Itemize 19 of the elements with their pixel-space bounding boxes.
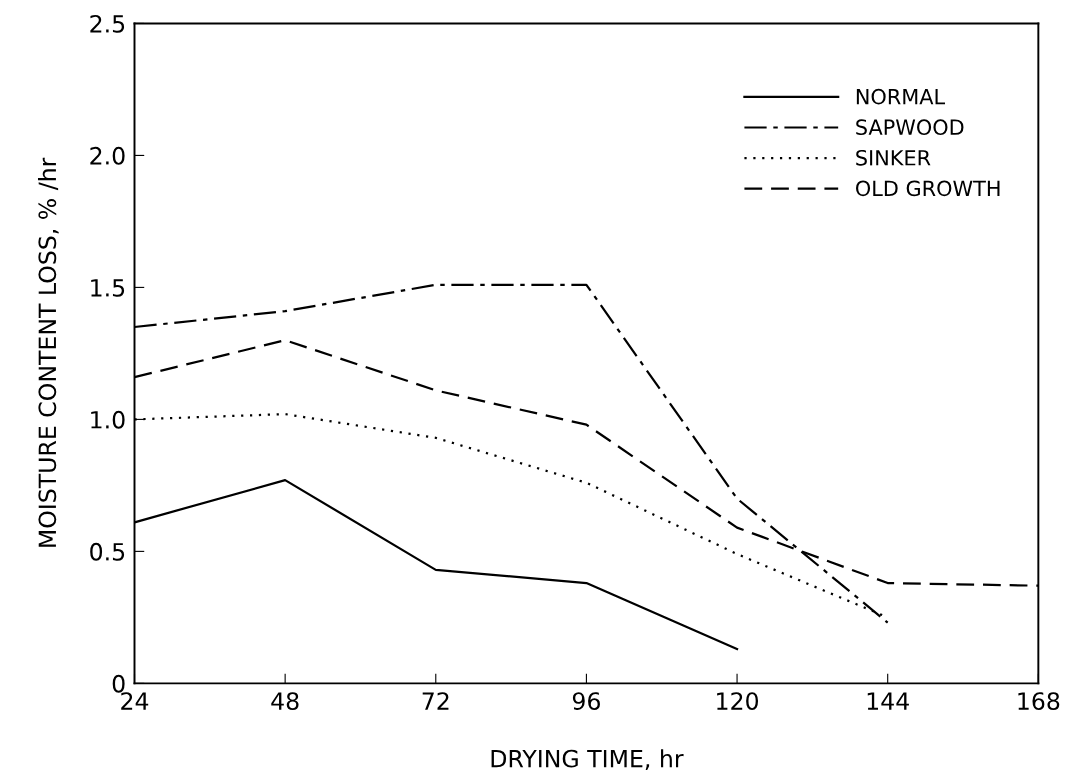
x-axis-title: DRYING TIME, hr (491, 749, 684, 770)
legend-label: NORMAL (856, 88, 946, 105)
y-tick-label: 1.0 (91, 410, 125, 429)
x-tick-label: 24 (121, 692, 149, 710)
y-axis-title: MOISTURE CONTENT LOSS, % /hr (37, 157, 59, 547)
y-tick-label: 0 (112, 674, 125, 693)
x-tick-label: 48 (271, 692, 299, 710)
x-tick-label: 96 (572, 692, 600, 710)
y-tick-label: 0.5 (90, 542, 125, 561)
y-tick-label: 2.5 (90, 14, 125, 33)
y-tick-label: 1.5 (91, 279, 125, 297)
legend-label: OLD GROWTH (856, 180, 1000, 197)
y-tick-label: 2.0 (90, 146, 125, 165)
x-tick-label: 168 (1018, 692, 1060, 710)
x-tick-label: 144 (867, 692, 909, 710)
x-tick-label: 72 (422, 692, 449, 710)
x-tick-label: 120 (717, 692, 759, 710)
legend-label: SAPWOOD (856, 119, 964, 136)
legend-label: SINKER (856, 149, 931, 166)
